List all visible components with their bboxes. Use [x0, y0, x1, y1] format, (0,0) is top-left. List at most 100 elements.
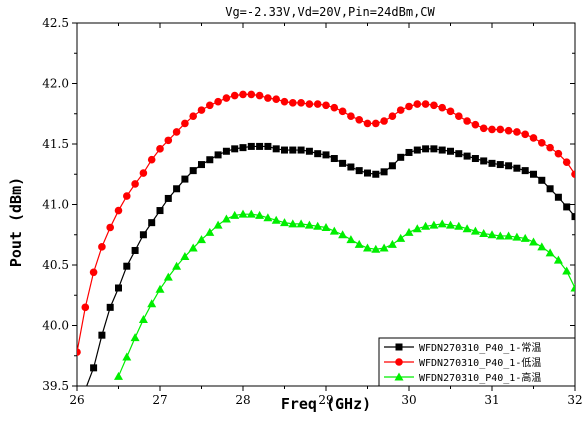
series-0-point: [496, 161, 504, 169]
series-0-point: [447, 147, 454, 155]
series-1-point: [297, 99, 305, 107]
series-1-point: [446, 107, 455, 116]
series-1-point: [81, 303, 90, 312]
series-2-point: [238, 209, 248, 218]
series-0-point: [513, 164, 521, 172]
series-2-point: [230, 210, 240, 219]
series-2-point: [280, 218, 289, 227]
series-2-point: [296, 219, 306, 228]
series-0-point: [380, 168, 388, 176]
series-2-point: [313, 221, 323, 230]
legend-marker-1: [395, 358, 403, 366]
series-2-point: [553, 255, 563, 264]
series-0-point: [206, 156, 214, 164]
series-2-point: [470, 226, 480, 235]
series-1-point: [272, 95, 281, 104]
series-0-point: [297, 146, 305, 154]
series-2-point: [321, 222, 331, 231]
series-2-point: [255, 210, 265, 219]
series-1-point: [388, 112, 397, 120]
x-axis-label: Freq (GHz): [281, 395, 371, 413]
series-0-point: [289, 146, 297, 154]
series-2-point: [562, 266, 572, 275]
series-1-point: [322, 101, 330, 110]
series-0-point: [347, 163, 355, 171]
series-2-point: [122, 352, 132, 361]
legend: WFDN270310_P40_1-常温 WFDN270310_P40_1-低温 WF…: [378, 337, 576, 387]
series-1-point: [546, 143, 554, 152]
series-1-point: [255, 91, 264, 100]
series-2-point: [197, 235, 206, 244]
series-1-point: [206, 101, 214, 110]
series-0-point: [364, 169, 371, 177]
series-2-point: [163, 272, 173, 281]
series-1-point: [488, 125, 496, 134]
series-1-point: [89, 268, 98, 277]
series-1-point: [521, 130, 529, 139]
series-1-point: [106, 223, 114, 232]
series-0-point: [480, 157, 488, 165]
series-2-point: [387, 239, 397, 248]
series-1-point: [189, 112, 197, 120]
series-1-point: [496, 125, 505, 134]
series-0-point: [256, 142, 264, 150]
series-1-point: [347, 112, 355, 120]
series-1-point: [230, 91, 239, 100]
y-axis-label: Pout (dBm): [7, 177, 25, 267]
x-tick-label: 31: [484, 393, 499, 407]
series-0-point: [222, 147, 230, 155]
series-2-point: [495, 231, 505, 240]
series-0-point: [422, 145, 430, 153]
series-0-point: [463, 152, 471, 160]
plot-layer: 26 27 28 29 30 31 32 39.5 40.0 40.5 41.0 41.5 42.0 42…: [42, 16, 582, 407]
series-1-point: [181, 119, 189, 128]
series-0-point: [405, 148, 413, 156]
series-0-point: [314, 150, 322, 158]
series-1-point: [363, 119, 372, 128]
series-0-point: [397, 153, 405, 161]
series-0-point: [181, 175, 189, 183]
x-tick-label: 30: [401, 393, 416, 407]
series-0-point: [281, 146, 288, 154]
series-2-point: [346, 235, 356, 244]
series-1-point: [247, 90, 256, 99]
series-0-point: [530, 170, 537, 178]
series-0-point: [330, 155, 338, 163]
series-0-point: [131, 246, 139, 254]
series-2-point: [213, 220, 223, 229]
series-1-point: [139, 169, 148, 177]
series-2-point: [188, 243, 198, 252]
series-1-point: [330, 103, 339, 112]
plot-frame: [76, 22, 576, 387]
series-1-point: [479, 124, 488, 133]
series-1-point: [222, 94, 231, 102]
series-0-point: [430, 145, 438, 153]
series-0-point: [413, 146, 421, 154]
series-0-point: [355, 167, 363, 175]
series-1-point: [396, 106, 405, 114]
y-tick-label: 40.5: [42, 258, 69, 272]
series-2-point: [437, 219, 447, 228]
series-2-point: [180, 252, 190, 261]
series-0-point: [521, 167, 529, 175]
series-1-point: [98, 243, 106, 251]
series-0-point: [264, 142, 272, 150]
series-0-point: [173, 185, 181, 193]
series-2-point: [246, 209, 256, 218]
series-1-point: [513, 128, 521, 136]
series-1-point: [172, 128, 181, 136]
series-0-point: [372, 170, 380, 178]
series-2-point: [429, 220, 439, 229]
series-1-point: [455, 112, 463, 120]
series-0-point: [247, 142, 255, 150]
series-1-point: [239, 90, 247, 99]
series-0-point: [98, 331, 106, 339]
series-1-point: [413, 100, 422, 108]
series-0-point: [488, 159, 496, 167]
series-2-point: [363, 243, 372, 252]
series-1-point: [380, 117, 388, 125]
series-1-point: [571, 170, 575, 179]
series-0-point: [538, 176, 546, 184]
